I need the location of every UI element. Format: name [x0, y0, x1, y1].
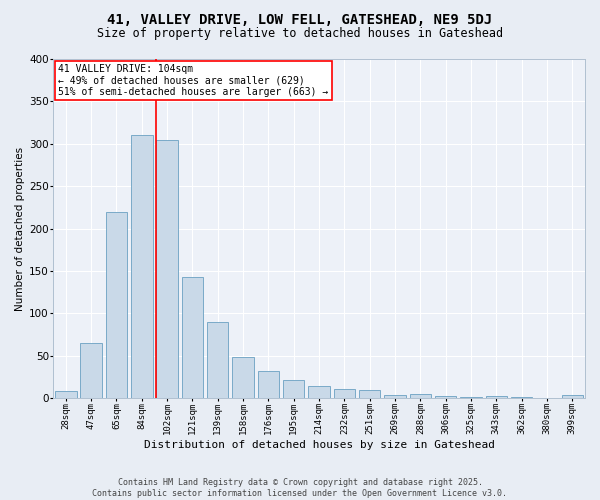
- Bar: [384, 396, 406, 398]
- Bar: [359, 390, 380, 398]
- Bar: [80, 343, 102, 398]
- Bar: [157, 140, 178, 398]
- Bar: [55, 391, 77, 398]
- Bar: [334, 388, 355, 398]
- Bar: [283, 380, 304, 398]
- Text: Contains HM Land Registry data © Crown copyright and database right 2025.
Contai: Contains HM Land Registry data © Crown c…: [92, 478, 508, 498]
- Text: 41, VALLEY DRIVE, LOW FELL, GATESHEAD, NE9 5DJ: 41, VALLEY DRIVE, LOW FELL, GATESHEAD, N…: [107, 12, 493, 26]
- Bar: [182, 277, 203, 398]
- Bar: [308, 386, 330, 398]
- Bar: [131, 136, 152, 398]
- Bar: [410, 394, 431, 398]
- Bar: [562, 396, 583, 398]
- Bar: [257, 371, 279, 398]
- X-axis label: Distribution of detached houses by size in Gateshead: Distribution of detached houses by size …: [143, 440, 494, 450]
- Text: 41 VALLEY DRIVE: 104sqm
← 49% of detached houses are smaller (629)
51% of semi-d: 41 VALLEY DRIVE: 104sqm ← 49% of detache…: [58, 64, 329, 98]
- Bar: [460, 397, 482, 398]
- Bar: [207, 322, 229, 398]
- Text: Size of property relative to detached houses in Gateshead: Size of property relative to detached ho…: [97, 28, 503, 40]
- Bar: [232, 358, 254, 398]
- Bar: [106, 212, 127, 398]
- Bar: [485, 396, 507, 398]
- Bar: [435, 396, 457, 398]
- Y-axis label: Number of detached properties: Number of detached properties: [15, 146, 25, 310]
- Bar: [511, 397, 532, 398]
